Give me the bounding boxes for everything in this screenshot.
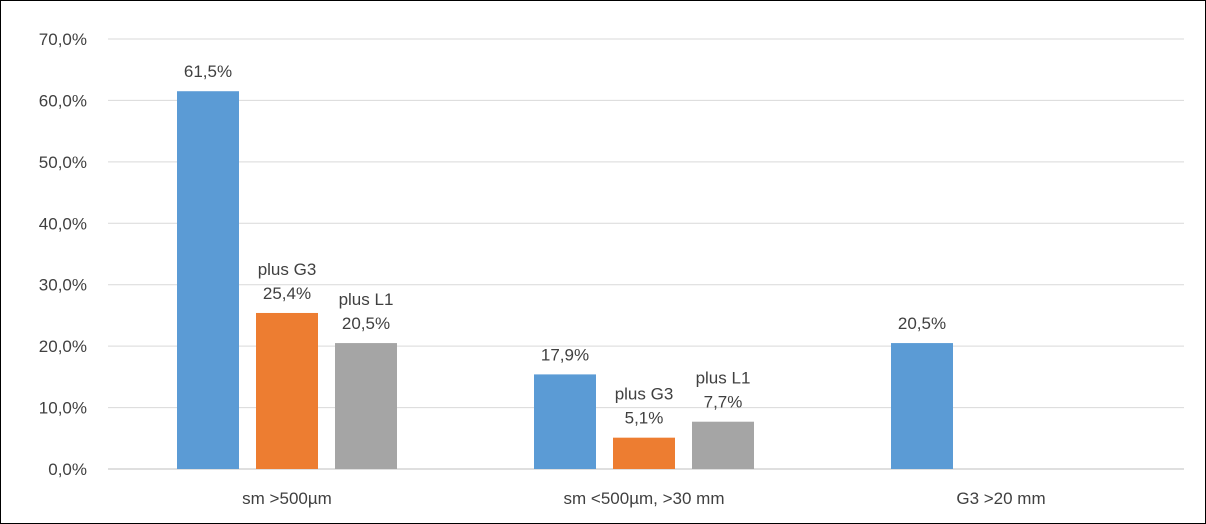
data-label: plus G3 [258, 260, 317, 279]
bar [534, 374, 596, 469]
data-label: 7,7% [704, 393, 743, 412]
bar [613, 437, 675, 469]
x-category-label: sm >500µm [242, 489, 332, 508]
data-label: 20,5% [342, 314, 390, 333]
bar [177, 91, 239, 469]
y-tick-label: 10,0% [39, 399, 87, 418]
y-tick-label: 40,0% [39, 214, 87, 233]
data-label: 5,1% [625, 409, 664, 428]
y-tick-label: 20,0% [39, 337, 87, 356]
bar [256, 312, 318, 469]
bars [177, 91, 953, 469]
data-label: plus L1 [339, 290, 394, 309]
data-labels: 61,5% plus G3 25,4% plus L1 20,5% 17,9% plus G… [184, 62, 946, 427]
bar [692, 421, 754, 469]
x-category-label: sm <500µm, >30 mm [564, 489, 725, 508]
data-label: 17,9% [541, 345, 589, 364]
y-tick-label: 70,0% [39, 30, 87, 49]
y-tick-label: 30,0% [39, 276, 87, 295]
data-label: plus G3 [615, 385, 674, 404]
bar [335, 343, 397, 469]
x-category-label: G3 >20 mm [956, 489, 1045, 508]
data-label: 25,4% [263, 284, 311, 303]
y-tick-label: 60,0% [39, 91, 87, 110]
bar [891, 343, 953, 469]
y-axis: 0,0% 10,0% 20,0% 30,0% 40,0% 50,0% 60,0% 70,0% [39, 30, 87, 479]
y-tick-label: 50,0% [39, 153, 87, 172]
x-axis: sm >500µm sm <500µm, >30 mm G3 >20 mm [242, 489, 1045, 508]
y-tick-label: 0,0% [48, 460, 87, 479]
data-label: plus L1 [696, 369, 751, 388]
data-label: 61,5% [184, 62, 232, 81]
data-label: 20,5% [898, 314, 946, 333]
